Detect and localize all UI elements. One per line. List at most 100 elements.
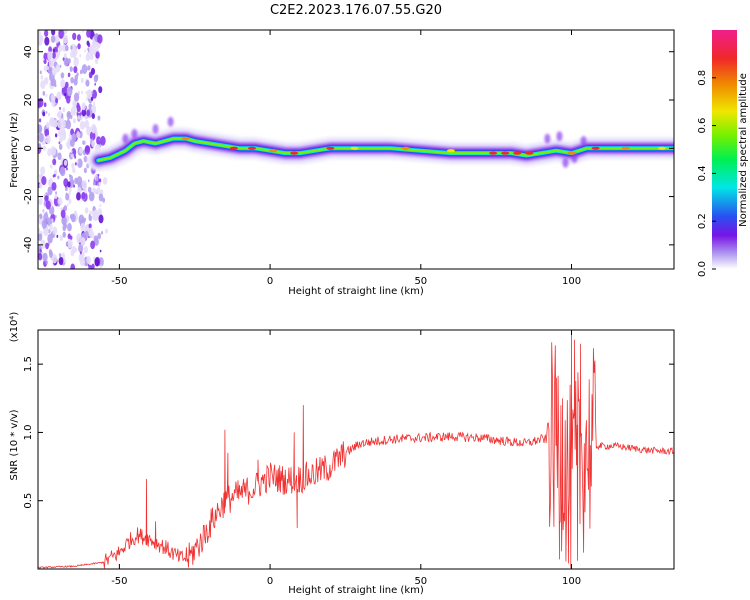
noise-blob (40, 166, 46, 175)
noise-blob (63, 159, 68, 166)
noise-blob (72, 118, 76, 124)
noise-blob (87, 47, 90, 51)
spectrogram-x-label: Height of straight line (km) (288, 286, 424, 297)
noise-blob (63, 178, 69, 187)
noise-blob (84, 145, 91, 155)
spectral-peak (567, 151, 576, 155)
noise-blob (58, 30, 64, 39)
noise-blob (61, 85, 68, 96)
noise-blob (76, 160, 79, 164)
noise-blob (88, 213, 91, 218)
noise-blob (76, 192, 81, 201)
spectral-peak (326, 146, 335, 150)
noise-blob (84, 226, 89, 233)
colorbar-label: Normalized spectral amplitude (738, 73, 749, 227)
noise-blob (70, 106, 77, 116)
colorbar-tick-label: 0.6 (697, 118, 708, 134)
snr-frame (37, 329, 675, 570)
noise-blob (100, 264, 103, 269)
spectral-feature-blob (152, 123, 159, 134)
y-tick-label: 1.5 (23, 356, 34, 372)
noise-blob (86, 40, 90, 46)
noise-blob (69, 66, 73, 72)
noise-blob (45, 135, 51, 144)
noise-blob (72, 167, 76, 174)
noise-blob (44, 36, 50, 46)
noise-blob (40, 239, 46, 249)
noise-blob (93, 209, 98, 219)
noise-blob (66, 167, 68, 171)
noise-blob (62, 231, 66, 238)
noise-blob (59, 64, 62, 68)
noise-blob (42, 111, 46, 117)
noise-blob (90, 123, 97, 134)
noise-blob (92, 180, 96, 186)
noise-blob (89, 73, 92, 78)
noise-blob (71, 162, 75, 169)
noise-blob (74, 162, 77, 166)
noise-blob (54, 193, 58, 199)
noise-blob (57, 175, 60, 180)
y-tick-label: 0 (23, 145, 34, 151)
noise-blob (76, 34, 81, 42)
noise-blob (48, 112, 51, 117)
noise-blob (92, 187, 96, 194)
noise-blob (52, 52, 56, 59)
noise-blob (90, 231, 95, 239)
spectral-peak (401, 146, 410, 150)
noise-blob (81, 102, 86, 111)
noise-blob (80, 77, 84, 83)
noise-blob (43, 226, 49, 237)
noise-blob (66, 110, 72, 120)
noise-blob (80, 237, 86, 246)
noise-blob (67, 223, 72, 232)
noise-blob (40, 75, 44, 80)
noise-blob (61, 120, 67, 128)
y-tick-label: -20 (23, 188, 34, 204)
noise-blob (68, 191, 71, 196)
noise-blob (41, 219, 48, 229)
noise-blob (47, 233, 53, 244)
noise-blob (45, 242, 49, 250)
noise-blob (56, 234, 59, 238)
noise-blob (95, 176, 99, 182)
noise-blob (69, 235, 73, 240)
noise-blob (87, 65, 91, 71)
noise-blob (87, 263, 90, 267)
colorbar-tick-label: 0.4 (697, 165, 708, 181)
noise-blob (44, 195, 49, 203)
noise-blob (76, 131, 81, 139)
noise-blob (38, 98, 42, 109)
noise-blob (99, 203, 102, 207)
noise-blob (39, 215, 43, 219)
noise-blob (44, 128, 50, 138)
noise-blob (74, 74, 78, 81)
noise-blob (70, 77, 74, 84)
noise-blob (98, 214, 104, 224)
noise-blob (91, 140, 96, 148)
noise-blob (96, 136, 102, 145)
snr-scale-label: (x10⁴) (9, 312, 20, 343)
noise-blob (77, 115, 81, 120)
noise-blob (55, 98, 58, 104)
noise-blob (74, 155, 77, 159)
noise-blob (88, 223, 92, 229)
noise-blob (52, 174, 55, 178)
noise-blob (62, 107, 66, 113)
noise-blob (80, 115, 83, 120)
spectral-peak (591, 146, 600, 150)
noise-blob (86, 89, 93, 100)
y-tick-label: -40 (23, 237, 34, 253)
noise-blob (100, 135, 106, 146)
noise-blob (38, 233, 43, 242)
noise-blob (87, 179, 90, 183)
noise-blob (38, 132, 44, 143)
noise-blob (50, 164, 53, 169)
noise-blob (98, 178, 102, 184)
noise-blob (86, 109, 91, 117)
spectral-feature-blob (571, 152, 578, 163)
x-tick-label: 0 (267, 576, 273, 587)
noise-blob (102, 176, 108, 185)
noise-blob (83, 155, 88, 163)
noise-blob (82, 140, 85, 145)
